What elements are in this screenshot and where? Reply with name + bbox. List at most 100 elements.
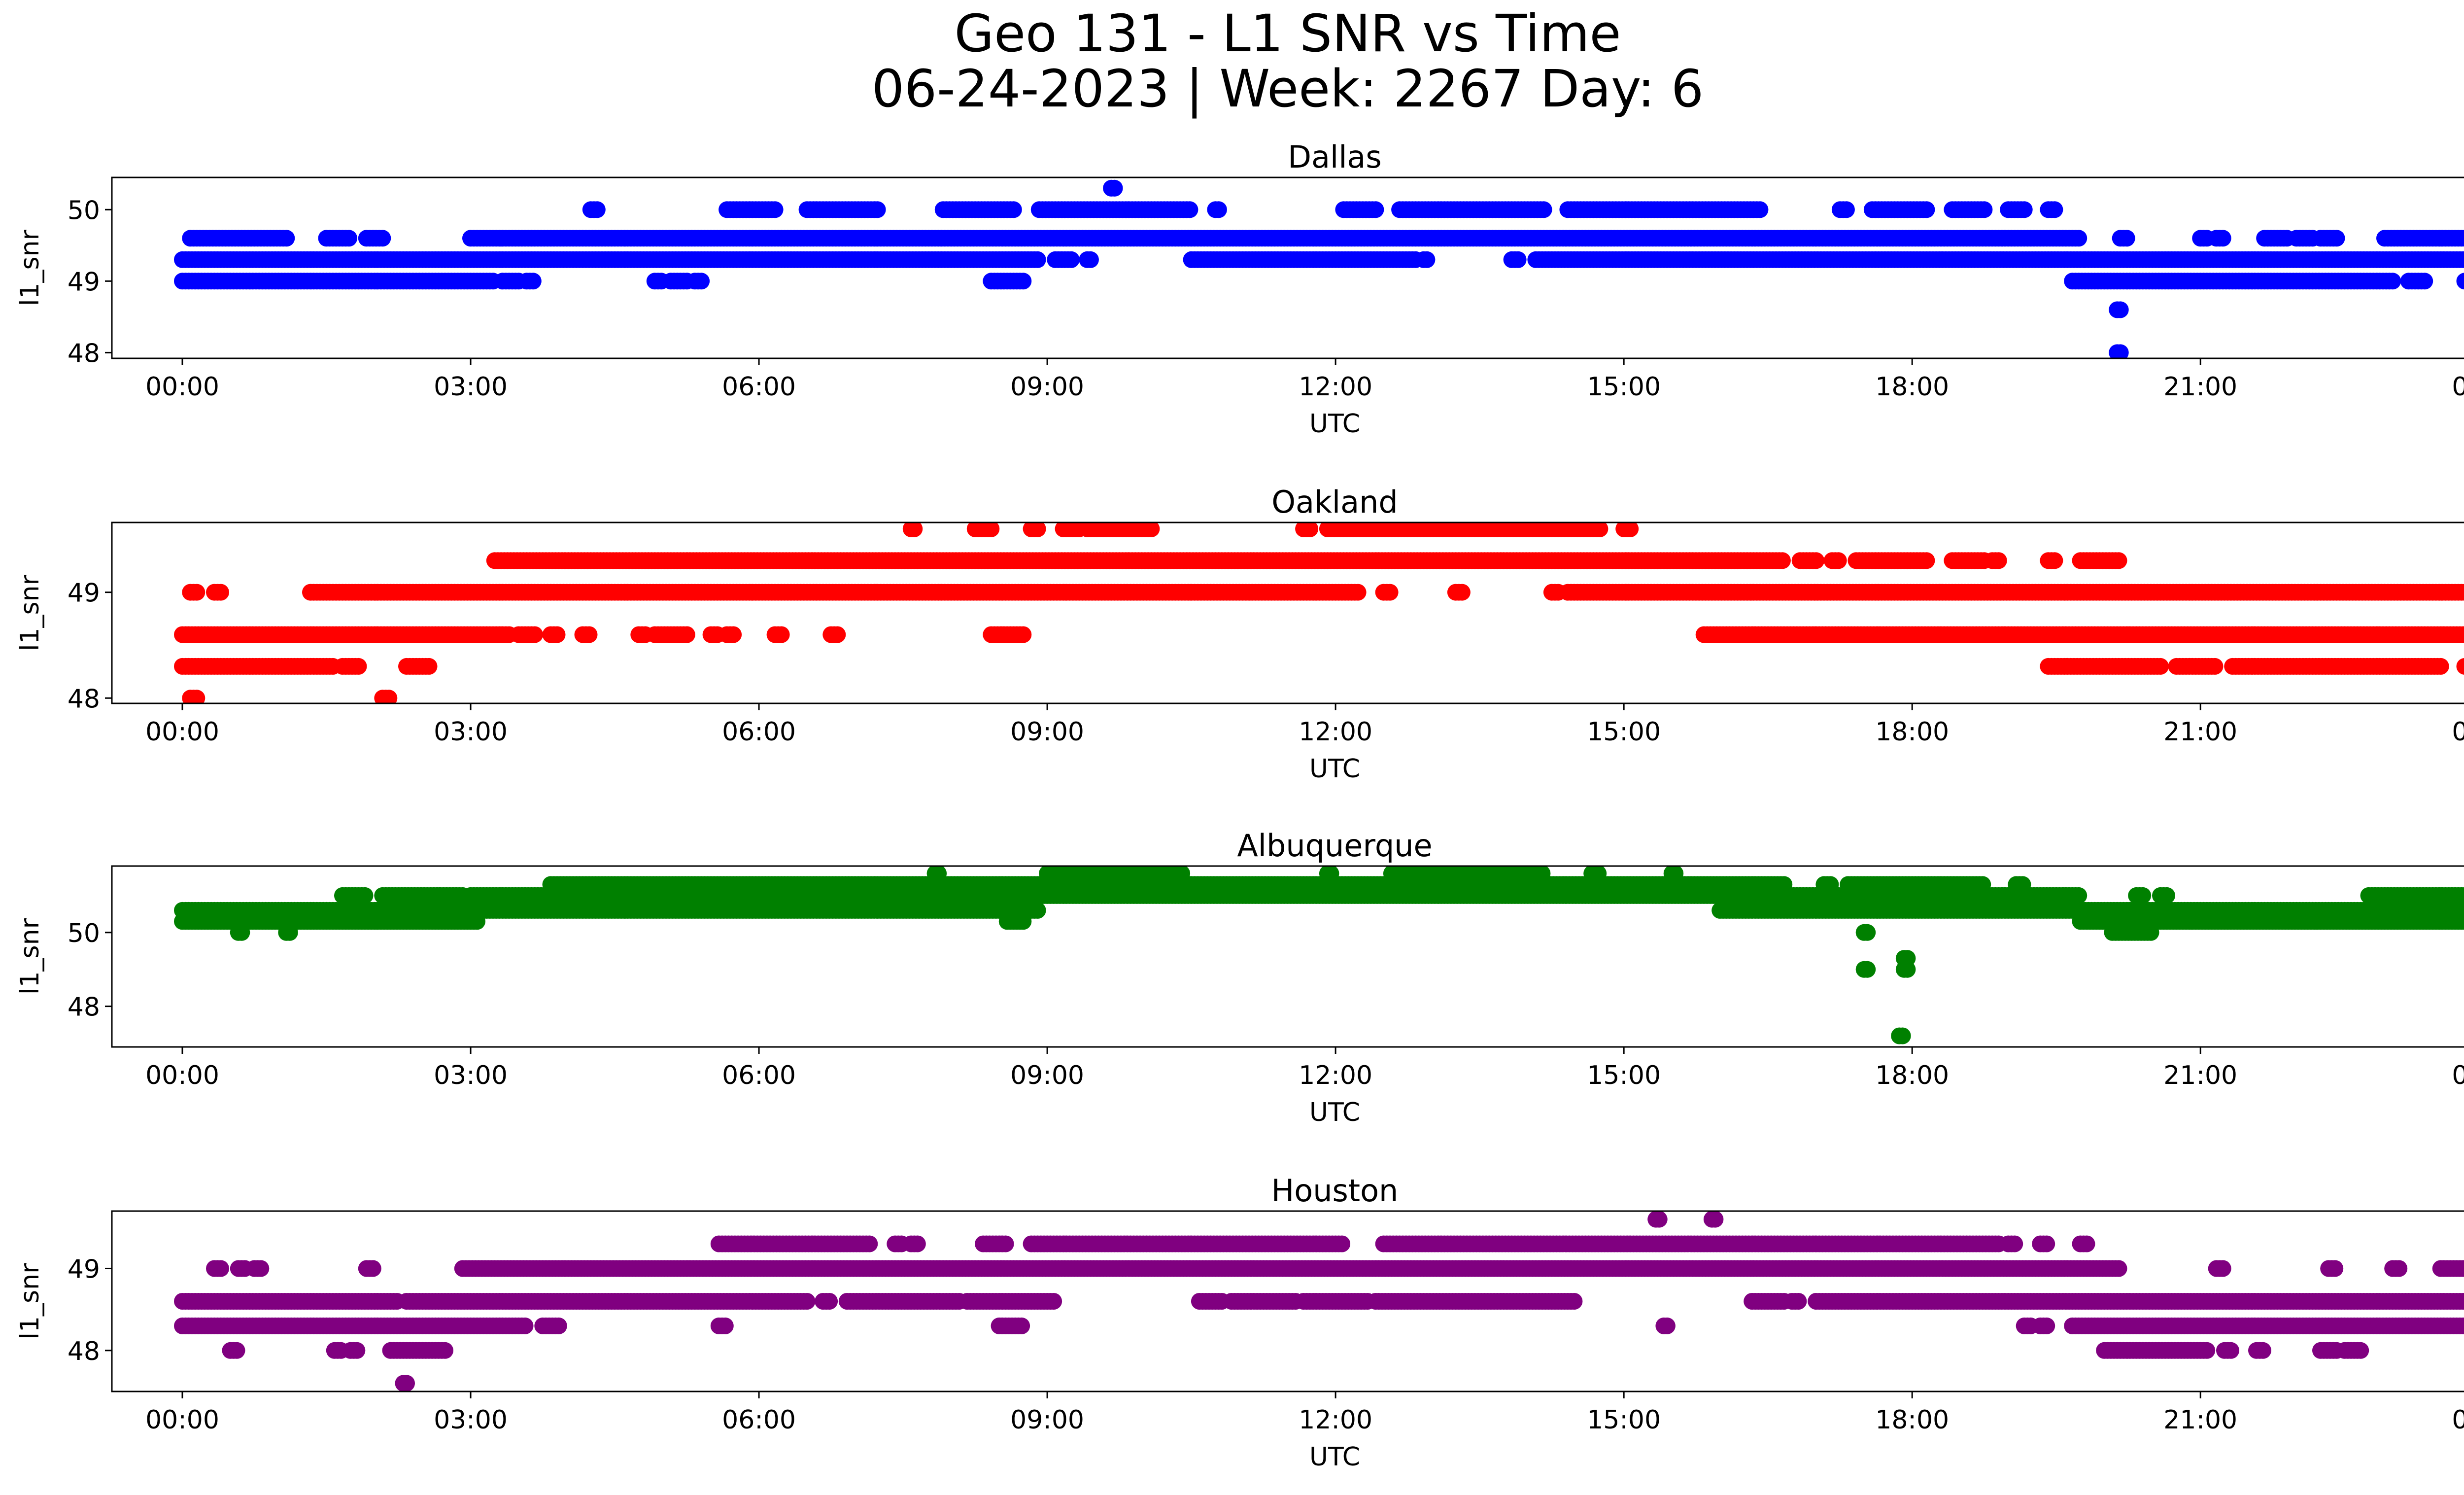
data-point xyxy=(1622,522,1639,537)
data-point xyxy=(1015,626,1032,643)
data-point xyxy=(2046,552,2063,569)
data-point xyxy=(2118,230,2135,247)
panel-title: Dallas xyxy=(1288,139,1381,175)
data-point xyxy=(1181,201,1198,218)
panel-dallas: 00:00 03:00 06:00 09:00 12:00 15:00 18:00 21:00… xyxy=(15,139,2464,439)
data-point xyxy=(1990,552,2007,569)
data-point xyxy=(188,690,205,703)
data-point xyxy=(2463,588,2464,597)
data-point xyxy=(1015,273,1032,290)
y-tick-label: 48 xyxy=(68,684,100,714)
x-tick-label: 21:00 xyxy=(2163,717,2237,747)
data-point xyxy=(1918,201,1935,218)
data-point xyxy=(906,522,923,537)
data-point xyxy=(1029,522,1046,537)
x-tick-label: 00:00 xyxy=(145,372,219,402)
data-point xyxy=(2152,658,2169,675)
x-tick-label: 18:00 xyxy=(1875,717,1949,747)
y-tick-label: 49 xyxy=(68,267,100,297)
data-point xyxy=(1774,552,1791,569)
data-point xyxy=(2463,891,2464,900)
data-point xyxy=(2384,273,2401,290)
x-axis-label: UTC xyxy=(1309,409,1360,439)
data-point xyxy=(2460,585,2464,600)
data-point xyxy=(2016,201,2033,218)
data-point xyxy=(1367,201,1384,218)
figure-title-line-2: 06-24-2023 | Week: 2267 Day: 6 xyxy=(871,59,1704,119)
data-point xyxy=(2112,344,2129,358)
data-point xyxy=(548,626,566,643)
panel-albuquerque: 00:00 03:00 06:00 09:00 12:00 15:00 18:00 21:00… xyxy=(15,828,2464,1127)
data-point xyxy=(341,230,357,247)
x-tick-label: 03:00 xyxy=(434,717,508,747)
data-point xyxy=(725,626,742,643)
data-point xyxy=(2432,658,2449,675)
data-point xyxy=(678,626,695,643)
panel-title: Oakland xyxy=(1271,484,1398,520)
x-tick-label: 21:00 xyxy=(2163,372,2237,402)
data-point xyxy=(2461,628,2464,641)
data-point xyxy=(1381,584,1399,601)
x-tick-label: 03:00 xyxy=(434,372,508,402)
data-point xyxy=(1143,522,1160,537)
data-point xyxy=(278,230,295,247)
y-axis-label: l1_snr xyxy=(15,229,45,306)
data-point xyxy=(2461,253,2464,266)
data-point xyxy=(581,626,598,643)
data-point xyxy=(869,201,886,218)
data-point xyxy=(1349,584,1367,601)
axes-frame xyxy=(111,176,2464,359)
data-point xyxy=(1918,552,1935,569)
data-point xyxy=(773,626,790,643)
data-point xyxy=(1210,201,1227,218)
data-point xyxy=(2460,888,2464,903)
data-point xyxy=(380,690,398,703)
x-tick-label: 15:00 xyxy=(1587,717,1661,747)
data-point xyxy=(1106,179,1123,197)
data-point xyxy=(2416,273,2433,290)
data-points xyxy=(174,179,2464,358)
data-point xyxy=(1591,522,1608,537)
data-point xyxy=(1838,201,1855,218)
x-tick-label: 06:00 xyxy=(722,717,796,747)
x-tick-label: 09:00 xyxy=(1010,717,1084,747)
data-point xyxy=(1830,552,1847,569)
data-point xyxy=(1976,201,1993,218)
data-point xyxy=(356,887,374,904)
data-point xyxy=(2134,887,2152,904)
data-point xyxy=(1029,251,1046,268)
data-point xyxy=(2328,230,2345,247)
x-tick-label: 09:00 xyxy=(1010,372,1084,402)
data-point xyxy=(1453,584,1471,601)
data-point xyxy=(2463,234,2464,243)
data-point xyxy=(1082,251,1099,268)
data-point xyxy=(212,584,229,601)
data-point xyxy=(420,658,438,675)
y-tick-label: 49 xyxy=(68,579,100,608)
data-points xyxy=(174,522,2464,703)
data-points xyxy=(174,866,2464,1044)
data-point xyxy=(2112,301,2129,318)
data-point xyxy=(2460,274,2464,289)
x-tick-label: 00:00 xyxy=(145,717,219,747)
data-point xyxy=(2214,230,2231,247)
y-tick-label: 50 xyxy=(68,196,100,225)
data-point xyxy=(2463,277,2464,286)
data-point xyxy=(2460,659,2464,674)
data-point xyxy=(1005,201,1022,218)
data-point xyxy=(1751,201,1769,218)
data-point xyxy=(2158,887,2175,904)
data-point xyxy=(2460,231,2464,246)
data-point xyxy=(2070,887,2088,904)
data-point xyxy=(588,201,606,218)
figure-title-line-1: Geo 131 - L1 SNR vs Time xyxy=(954,3,1621,64)
x-tick-label: 15:00 xyxy=(1587,372,1661,402)
data-point xyxy=(1062,251,1080,268)
y-axis-label: l1_snr xyxy=(15,574,45,651)
x-tick-label: 12:00 xyxy=(1299,717,1372,747)
data-point xyxy=(1808,552,1825,569)
data-point xyxy=(374,230,391,247)
axes-frame xyxy=(111,522,2464,704)
x-tick-label: 06:00 xyxy=(722,372,796,402)
y-tick-label: 48 xyxy=(68,339,100,368)
